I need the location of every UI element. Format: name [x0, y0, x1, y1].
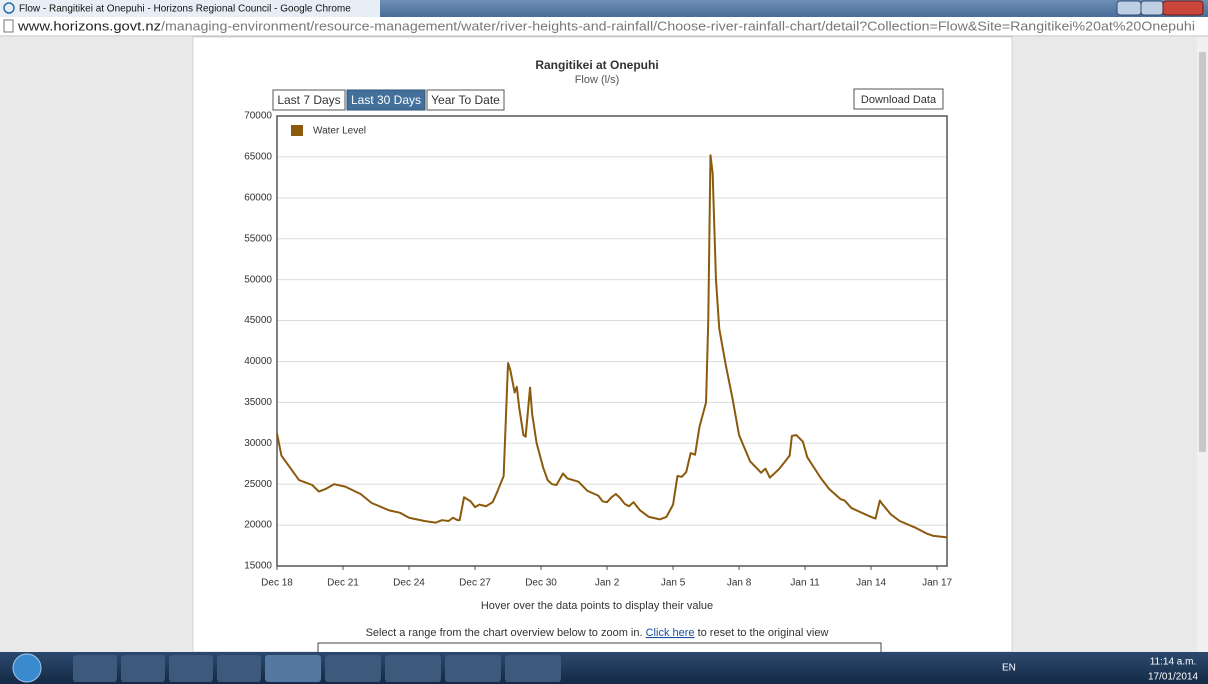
language-indicator[interactable]: EN [1002, 663, 1016, 674]
taskbar-app[interactable] [325, 655, 381, 682]
maximize-button[interactable] [1141, 1, 1163, 15]
x-tick-label: Jan 14 [856, 578, 886, 589]
taskbar-app[interactable] [169, 655, 213, 682]
y-tick-label: 35000 [244, 397, 272, 408]
window-title: Flow - Rangitikei at Onepuhi - Horizons … [19, 4, 351, 15]
minimize-button[interactable] [1117, 1, 1141, 15]
zoom-hint-text: to reset to the original view [695, 627, 829, 639]
clock-date[interactable]: 17/01/2014 [1148, 672, 1198, 683]
y-tick-label: 50000 [244, 274, 272, 285]
y-tick-label: 40000 [244, 356, 272, 367]
range-button-label[interactable]: Year To Date [431, 93, 500, 107]
x-tick-label: Dec 30 [525, 578, 557, 589]
y-tick-label: 25000 [244, 479, 272, 490]
url-path: /managing-environment/resource-managemen… [161, 18, 1195, 33]
x-tick-label: Jan 11 [790, 578, 820, 589]
chart-subtitle: Flow (l/s) [575, 74, 620, 86]
zoom-hint: Select a range from the chart overview b… [366, 627, 829, 639]
y-tick-label: 30000 [244, 438, 272, 449]
x-tick-label: Jan 17 [922, 578, 952, 589]
y-tick-label: 20000 [244, 520, 272, 531]
legend-label[interactable]: Water Level [313, 126, 366, 137]
zoom-hint-text: Select a range from the chart overview b… [366, 627, 646, 639]
x-tick-label: Jan 5 [661, 578, 686, 589]
taskbar-app[interactable] [265, 655, 321, 682]
y-tick-label: 70000 [244, 111, 272, 122]
clock-time[interactable]: 11:14 a.m. [1150, 657, 1197, 668]
taskbar-app[interactable] [505, 655, 561, 682]
download-button-label[interactable]: Download Data [861, 94, 937, 106]
y-tick-label: 55000 [244, 233, 272, 244]
url-host: www.horizons.govt.nz [17, 18, 161, 33]
x-tick-label: Dec 21 [327, 578, 359, 589]
close-button[interactable] [1163, 1, 1203, 15]
y-tick-label: 65000 [244, 152, 272, 163]
legend-swatch [291, 125, 303, 136]
reset-link[interactable]: Click here [646, 627, 695, 639]
x-tick-label: Dec 24 [393, 578, 425, 589]
taskbar-app[interactable] [73, 655, 117, 682]
range-button-label[interactable]: Last 30 Days [351, 93, 421, 107]
footnote: Hover over the data points to display th… [481, 600, 713, 612]
range-button-label[interactable]: Last 7 Days [277, 93, 340, 107]
taskbar-app[interactable] [385, 655, 441, 682]
screen: Flow - Rangitikei at Onepuhi - Horizons … [0, 0, 1208, 684]
x-tick-label: Dec 27 [459, 578, 491, 589]
taskbar-app[interactable] [445, 655, 501, 682]
x-tick-label: Dec 18 [261, 578, 293, 589]
y-tick-label: 45000 [244, 315, 272, 326]
taskbar-app[interactable] [217, 655, 261, 682]
y-tick-label: 60000 [244, 192, 272, 203]
y-tick-label: 15000 [244, 561, 272, 572]
chart-title: Rangitikei at Onepuhi [535, 58, 658, 72]
x-tick-label: Jan 8 [727, 578, 752, 589]
scroll-thumb[interactable] [1199, 52, 1206, 452]
start-button[interactable] [13, 654, 41, 682]
x-tick-label: Jan 2 [595, 578, 620, 589]
taskbar-app[interactable] [121, 655, 165, 682]
